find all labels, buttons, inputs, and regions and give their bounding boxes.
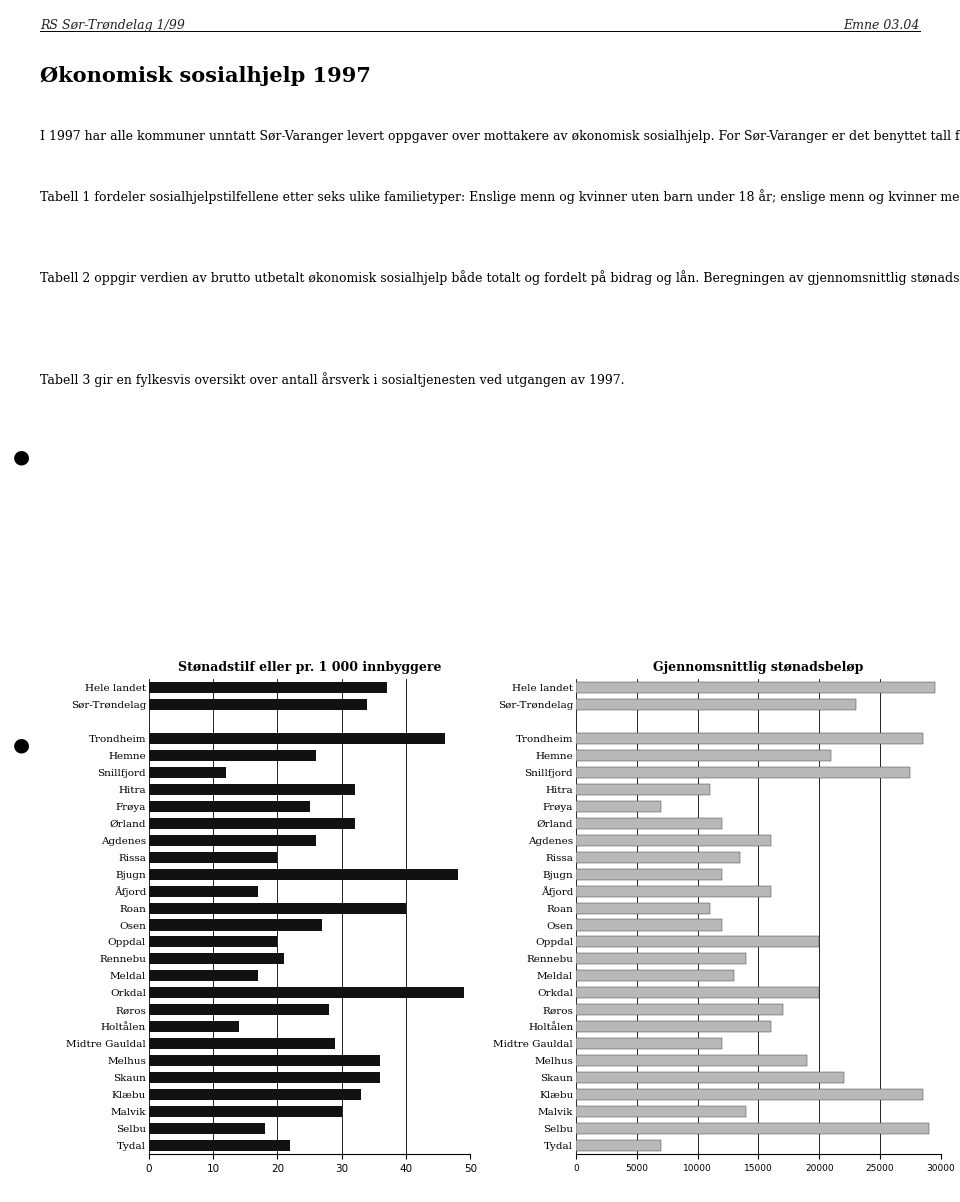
Text: Tabell 2 oppgir verdien av brutto utbetalt økonomisk sosialhjelp både totalt og : Tabell 2 oppgir verdien av brutto utbeta… (40, 270, 960, 285)
Bar (149, 970, 258, 981)
Bar (576, 1139, 661, 1152)
Bar (576, 682, 935, 694)
Bar (576, 817, 722, 828)
Text: Tabell 3 gir en fylkesvis oversikt over antall årsverk i sosialtjenesten ved utg: Tabell 3 gir en fylkesvis oversikt over … (40, 373, 625, 387)
Bar (576, 970, 734, 981)
Bar (149, 1005, 329, 1016)
Bar (576, 784, 709, 795)
Bar (576, 1005, 782, 1016)
Bar (576, 869, 722, 880)
Text: Økonomisk sosialhjelp 1997: Økonomisk sosialhjelp 1997 (40, 66, 372, 87)
Text: Tabell 1 fordeler sosialhjelpstilfellene etter seks ulike familietyper: Enslige : Tabell 1 fordeler sosialhjelpstilfellene… (40, 189, 960, 203)
Text: RS Sør-Trøndelag 1/99: RS Sør-Trøndelag 1/99 (40, 19, 185, 32)
Bar (149, 817, 354, 828)
Bar (149, 852, 277, 863)
Bar (149, 936, 277, 947)
Bar (149, 886, 258, 897)
Bar (576, 852, 740, 863)
Bar (149, 1022, 239, 1033)
Bar (149, 1072, 380, 1083)
Bar (576, 1072, 844, 1083)
Bar (576, 903, 709, 914)
Bar (576, 1055, 807, 1066)
Bar (576, 1039, 722, 1049)
Title: Gjennomsnittlig stønadsbeløp: Gjennomsnittlig stønadsbeløp (653, 661, 864, 674)
Bar (576, 1089, 923, 1100)
Bar (149, 869, 458, 880)
Bar (576, 801, 661, 811)
Bar (149, 1089, 361, 1100)
Bar (149, 801, 309, 811)
Bar (576, 987, 819, 999)
Bar (149, 987, 464, 999)
Text: I 1997 har alle kommuner unntatt Sør-Varanger levert oppgaver over mottakere av : I 1997 har alle kommuner unntatt Sør-Var… (40, 129, 960, 143)
Bar (576, 953, 746, 964)
Text: ●: ● (12, 447, 30, 466)
Bar (149, 953, 284, 964)
Bar (149, 1106, 342, 1117)
Bar (149, 700, 368, 710)
Bar (149, 920, 323, 930)
Bar (149, 903, 406, 914)
Bar (149, 1139, 290, 1152)
Bar (149, 1123, 265, 1133)
Bar (576, 886, 771, 897)
Bar (576, 920, 722, 930)
Bar (576, 1123, 928, 1133)
Bar (576, 834, 771, 846)
Bar (576, 936, 819, 947)
Bar (576, 767, 910, 778)
Text: Emne 03.04: Emne 03.04 (843, 19, 920, 32)
Bar (149, 1039, 335, 1049)
Bar (149, 1055, 380, 1066)
Bar (576, 1106, 746, 1117)
Title: Stønadstilf eller pr. 1 000 innbyggere: Stønadstilf eller pr. 1 000 innbyggere (178, 661, 442, 674)
Bar (576, 700, 855, 710)
Bar (149, 750, 316, 761)
Bar (149, 784, 354, 795)
Bar (149, 733, 444, 744)
Bar (576, 733, 923, 744)
Bar (149, 767, 226, 778)
Bar (576, 750, 831, 761)
Bar (576, 1022, 771, 1033)
Bar (149, 834, 316, 846)
Text: ●: ● (12, 736, 30, 755)
Bar (149, 682, 387, 694)
